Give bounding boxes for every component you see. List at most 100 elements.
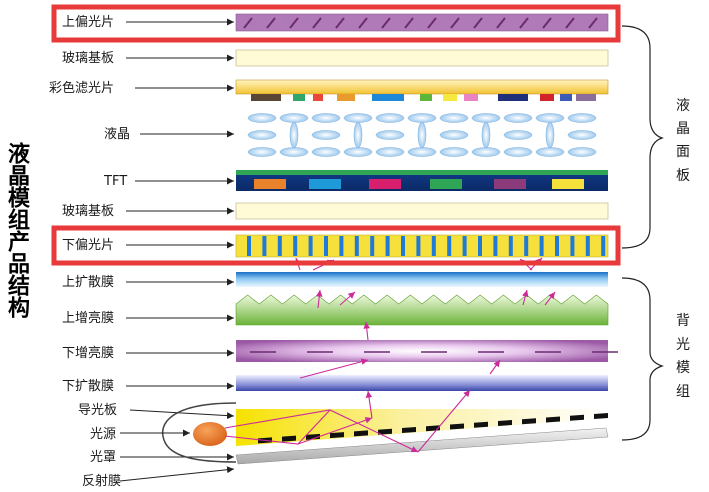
lcd-panel-char-4: 板 bbox=[676, 168, 690, 184]
lc-molecule bbox=[471, 113, 501, 123]
lower-polarizer-bar bbox=[478, 236, 482, 256]
lower-polarizer-bar bbox=[524, 236, 529, 256]
pointer-light-guide bbox=[129, 409, 235, 420]
lc-molecule bbox=[407, 147, 437, 157]
light-guide-dot bbox=[402, 426, 416, 433]
ray-12 bbox=[544, 291, 556, 306]
lcd-panel-char-2: 晶 bbox=[676, 121, 690, 137]
lc-molecule bbox=[311, 130, 341, 140]
light-guide-dot bbox=[522, 418, 536, 425]
polarizer-dash bbox=[335, 17, 345, 29]
tft-block bbox=[369, 179, 401, 189]
label-light-guide: 导光板 bbox=[78, 403, 117, 418]
layer-lower-diffuser bbox=[236, 375, 608, 391]
layer-liquid-crystal bbox=[247, 113, 597, 157]
lc-molecule bbox=[481, 121, 491, 149]
tft-block bbox=[552, 179, 584, 189]
ray-4 bbox=[417, 389, 471, 453]
layer-labels: 上偏光片 玻璃基板 彩色滤光片 液晶 TFT 玻璃基板 下偏光片 上扩散膜 上增… bbox=[49, 15, 130, 489]
lc-molecule bbox=[439, 147, 469, 157]
label-upper-polarizer: 上偏光片 bbox=[62, 15, 114, 30]
polarizer-dash bbox=[243, 17, 253, 29]
light-guide-dot bbox=[450, 423, 464, 430]
polarizer-dash bbox=[358, 17, 368, 29]
light-guide-dot bbox=[282, 435, 296, 442]
group-backlight-label: 背 光 模 组 bbox=[676, 313, 690, 400]
lower-polarizer-bar bbox=[431, 236, 436, 256]
lc-molecule bbox=[407, 113, 437, 123]
lamp-cover bbox=[161, 402, 237, 463]
label-liquid-crystal: 液晶 bbox=[104, 127, 130, 142]
polarizer-dashes bbox=[243, 17, 598, 29]
lc-molecule bbox=[311, 113, 341, 123]
ray-10 bbox=[339, 291, 356, 306]
backlight-char-2: 光 bbox=[676, 337, 690, 353]
light-guide-dot bbox=[570, 414, 584, 421]
light-guide-dots bbox=[258, 413, 608, 444]
lc-molecule bbox=[343, 147, 373, 157]
polarizer-dash bbox=[404, 17, 414, 29]
lc-molecule bbox=[343, 113, 373, 123]
color-filter-segment bbox=[372, 94, 404, 101]
pointer-reflector bbox=[119, 466, 235, 482]
ray-8 bbox=[363, 321, 371, 341]
lc-molecule bbox=[503, 147, 533, 157]
tft-block bbox=[254, 179, 286, 189]
lc-molecule bbox=[439, 113, 469, 123]
tft-block bbox=[430, 179, 462, 189]
backlight-char-3: 模 bbox=[676, 360, 690, 376]
lc-molecule bbox=[503, 130, 533, 140]
label-lower-polarizer: 下偏光片 bbox=[62, 238, 114, 253]
ray-5 bbox=[365, 390, 373, 419]
lc-molecule bbox=[247, 113, 277, 123]
light-source bbox=[193, 422, 227, 446]
light-guide-dot bbox=[594, 413, 608, 420]
lower-polarizer-bar bbox=[339, 236, 344, 256]
lower-polarizer-bar bbox=[354, 236, 359, 256]
lower-polarizer-bar bbox=[308, 236, 313, 256]
brace-backlight bbox=[621, 277, 664, 441]
label-glass-top: 玻璃基板 bbox=[62, 51, 114, 66]
backlight-char-1: 背 bbox=[676, 313, 690, 329]
lower-polarizer-bar bbox=[247, 236, 251, 256]
lc-molecule bbox=[567, 113, 597, 123]
polarizer-dash bbox=[473, 17, 483, 29]
lc-molecule bbox=[375, 130, 405, 140]
lower-polarizer-bar bbox=[508, 236, 513, 256]
color-filter-segment bbox=[576, 94, 596, 101]
ray-3 bbox=[297, 417, 373, 445]
ray-6 bbox=[299, 358, 369, 379]
layer-lower-brightness bbox=[236, 340, 618, 362]
lower-polarizer-bar bbox=[570, 236, 575, 256]
lower-polarizer-bar bbox=[539, 236, 544, 256]
lower-polarizer-bar bbox=[416, 236, 421, 256]
polarizer-dash bbox=[266, 17, 276, 29]
layer-upper-polarizer bbox=[235, 13, 609, 32]
label-lower-brightness: 下增亮膜 bbox=[62, 345, 114, 361]
color-filter-segment bbox=[560, 94, 572, 101]
color-filter-segments bbox=[251, 94, 596, 101]
layer-glass-top bbox=[235, 49, 609, 67]
label-reflector: 反射膜 bbox=[82, 473, 121, 489]
lc-molecule bbox=[289, 121, 299, 149]
color-filter-segment bbox=[443, 94, 457, 101]
color-filter-segment bbox=[293, 94, 305, 101]
lower-polarizer-bar bbox=[401, 236, 405, 256]
label-tft: TFT bbox=[103, 174, 127, 189]
polarizer-dash bbox=[450, 17, 460, 29]
light-guide-dot bbox=[330, 432, 344, 439]
lc-molecule bbox=[471, 147, 501, 157]
lower-polarizer-bar bbox=[462, 236, 467, 256]
color-filter-segment bbox=[498, 94, 528, 101]
lower-polarizer-bar bbox=[324, 236, 328, 256]
label-light-source: 光源 bbox=[90, 427, 116, 442]
light-guide-dot bbox=[498, 419, 512, 426]
color-filter-segment bbox=[540, 94, 554, 101]
ray-9 bbox=[315, 289, 323, 309]
label-glass-bottom: 玻璃基板 bbox=[62, 204, 114, 219]
layer-upper-brightness bbox=[235, 294, 609, 326]
prism-film bbox=[235, 294, 609, 326]
polarizer-dash bbox=[588, 17, 598, 29]
lc-molecule bbox=[375, 147, 405, 157]
